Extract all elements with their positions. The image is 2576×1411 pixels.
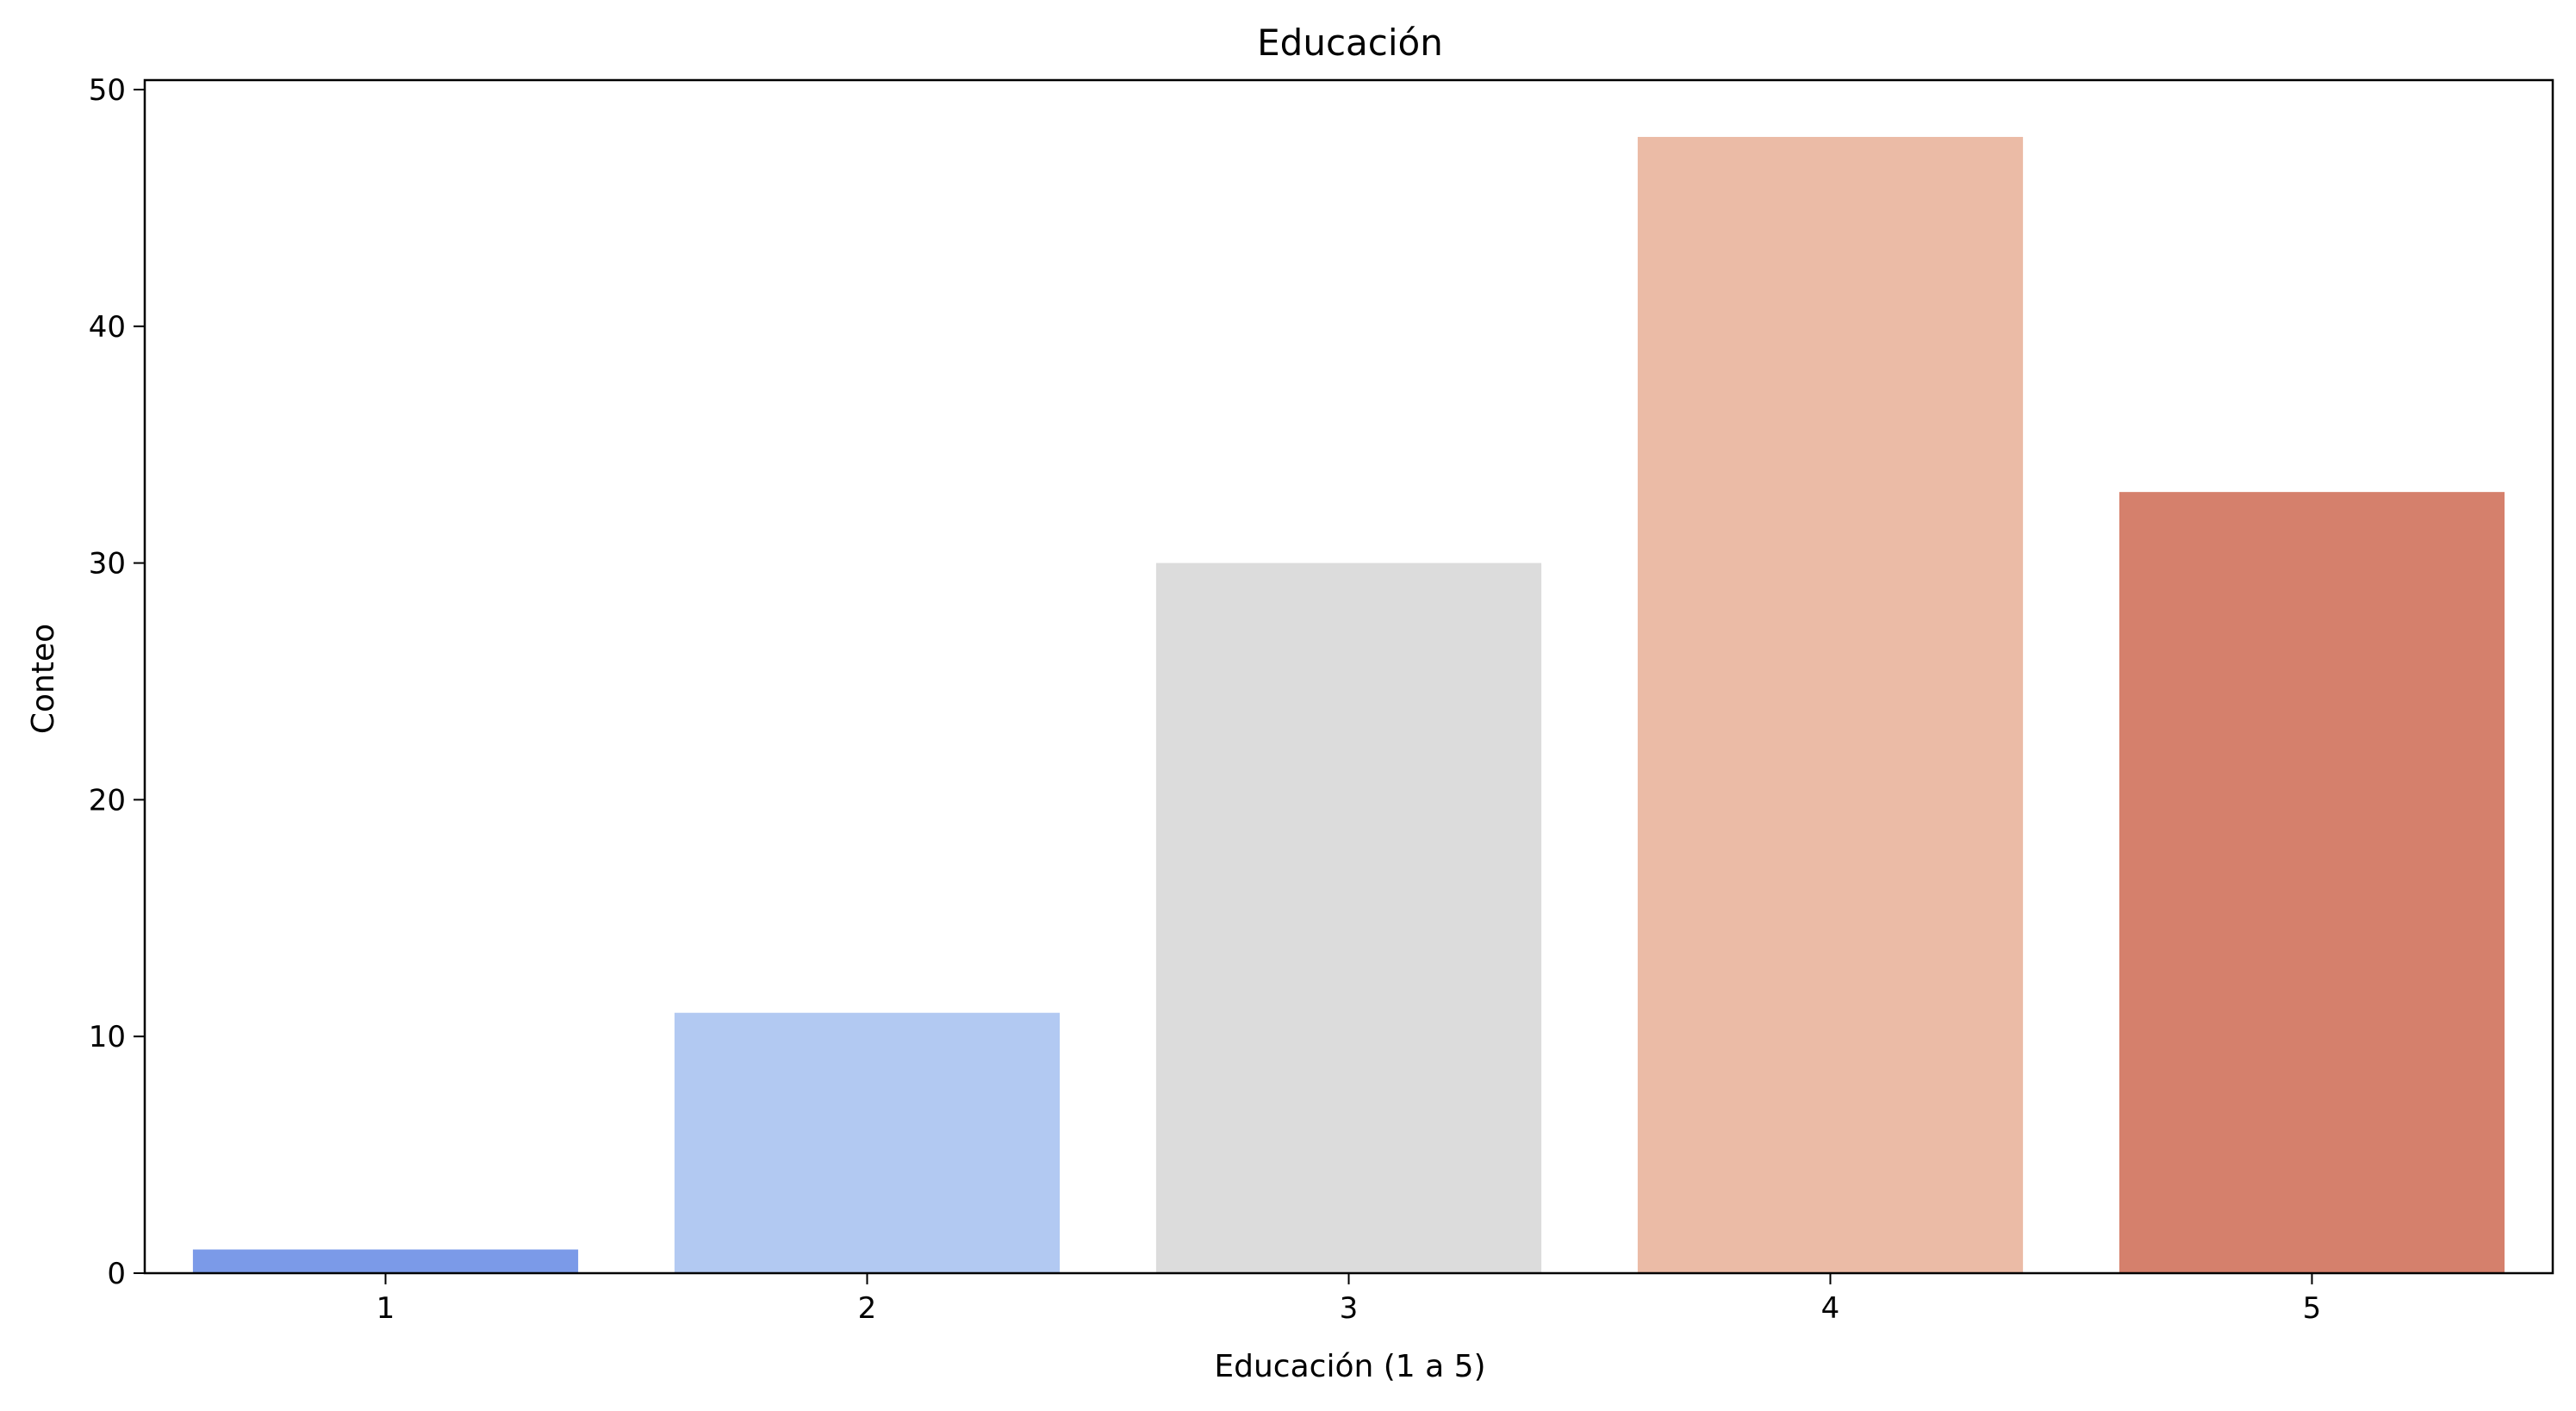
bar-1 — [192, 1249, 579, 1273]
bar-3 — [1155, 563, 1542, 1273]
plot-frame — [143, 78, 2554, 1275]
y-tick-label-0: 0 — [107, 1257, 126, 1291]
y-tick-label-40: 40 — [89, 310, 126, 345]
y-tick-label-10: 10 — [89, 1020, 126, 1054]
bars-group — [192, 136, 2505, 1273]
bar-2 — [674, 1012, 1061, 1273]
y-axis-label: Conteo — [26, 624, 61, 734]
y-tick-label-50: 50 — [89, 73, 126, 108]
x-tick-label-4: 4 — [1821, 1291, 1840, 1326]
y-tick-label-20: 20 — [89, 783, 126, 817]
y-axis-ticks: 0 10 20 30 40 50 — [89, 73, 145, 1291]
x-tick-label-3: 3 — [1340, 1291, 1359, 1326]
x-axis-label: Educación (1 a 5) — [1214, 1349, 1485, 1384]
x-tick-label-1: 1 — [376, 1291, 395, 1326]
y-tick-label-30: 30 — [89, 547, 126, 581]
bar-4 — [1637, 136, 2024, 1273]
x-tick-label-5: 5 — [2303, 1291, 2322, 1326]
x-axis-ticks: 1 2 3 4 5 — [376, 1273, 2322, 1326]
chart-title: Educación — [1257, 22, 1443, 64]
bar-5 — [2119, 492, 2505, 1273]
x-tick-label-2: 2 — [858, 1291, 877, 1326]
